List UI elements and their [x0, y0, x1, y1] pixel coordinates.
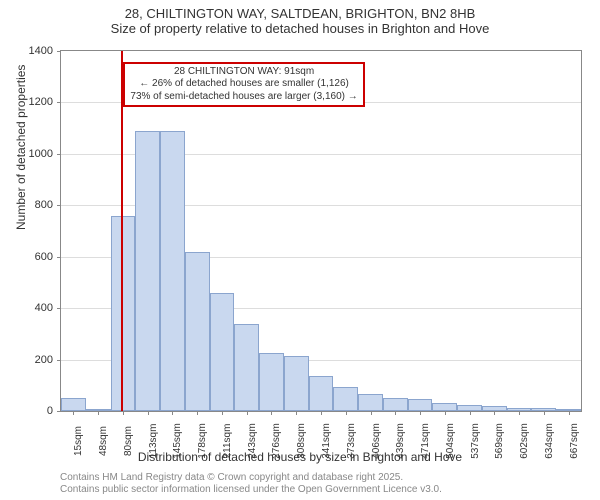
y-tick-label: 1000 — [29, 148, 53, 160]
histogram-bar — [111, 216, 136, 411]
y-tick-label: 600 — [35, 251, 53, 263]
y-tick-label: 1200 — [29, 96, 53, 108]
footer-attribution: Contains HM Land Registry data © Crown c… — [60, 472, 442, 496]
x-tick — [470, 411, 471, 415]
x-tick — [296, 411, 297, 415]
annotation-line-3: 73% of semi-detached houses are larger (… — [130, 91, 357, 104]
title-line-2: Size of property relative to detached ho… — [0, 21, 600, 36]
x-tick — [172, 411, 173, 415]
histogram-bar — [160, 131, 185, 411]
x-tick — [420, 411, 421, 415]
x-tick — [569, 411, 570, 415]
annotation-line-2: ← 26% of detached houses are smaller (1,… — [130, 78, 357, 91]
histogram-bar — [408, 399, 433, 411]
title-line-1: 28, CHILTINGTON WAY, SALTDEAN, BRIGHTON,… — [0, 6, 600, 21]
y-tick-label: 800 — [35, 199, 53, 211]
histogram-bar — [383, 398, 408, 411]
marker-annotation: 28 CHILTINGTON WAY: 91sqm ← 26% of detac… — [123, 62, 364, 108]
plot-area: 020040060080010001200140015sqm48sqm80sqm… — [60, 50, 582, 412]
histogram-bar — [234, 324, 259, 411]
x-tick — [445, 411, 446, 415]
histogram-bar — [284, 356, 309, 411]
x-tick — [346, 411, 347, 415]
histogram-bar — [210, 293, 235, 411]
footer-line-2: Contains public sector information licen… — [60, 484, 442, 496]
chart-container: 28, CHILTINGTON WAY, SALTDEAN, BRIGHTON,… — [0, 0, 600, 500]
x-tick — [371, 411, 372, 415]
y-tick — [57, 205, 61, 206]
histogram-bar — [358, 394, 383, 411]
annotation-line-1: 28 CHILTINGTON WAY: 91sqm — [130, 66, 357, 79]
y-tick — [57, 102, 61, 103]
y-tick-label: 0 — [47, 405, 53, 417]
x-tick — [395, 411, 396, 415]
histogram-bar — [333, 387, 358, 411]
x-tick — [494, 411, 495, 415]
y-tick — [57, 154, 61, 155]
histogram-bar — [432, 403, 457, 411]
footer-line-1: Contains HM Land Registry data © Crown c… — [60, 472, 442, 484]
chart-title: 28, CHILTINGTON WAY, SALTDEAN, BRIGHTON,… — [0, 0, 600, 36]
x-tick — [123, 411, 124, 415]
x-axis-label: Distribution of detached houses by size … — [0, 450, 600, 464]
x-tick — [271, 411, 272, 415]
histogram-bar — [259, 353, 284, 411]
y-tick — [57, 51, 61, 52]
x-tick — [148, 411, 149, 415]
y-tick-label: 200 — [35, 354, 53, 366]
x-tick — [247, 411, 248, 415]
x-tick — [544, 411, 545, 415]
histogram-bar — [185, 252, 210, 411]
x-tick — [222, 411, 223, 415]
x-tick — [321, 411, 322, 415]
histogram-bar — [135, 131, 160, 411]
histogram-bar — [61, 398, 86, 411]
y-tick — [57, 308, 61, 309]
y-tick-label: 1400 — [29, 45, 53, 57]
y-tick — [57, 360, 61, 361]
x-tick — [519, 411, 520, 415]
y-tick — [57, 411, 61, 412]
y-tick-label: 400 — [35, 302, 53, 314]
x-tick — [73, 411, 74, 415]
x-tick — [197, 411, 198, 415]
histogram-bar — [309, 376, 334, 411]
y-axis-label: Number of detached properties — [14, 65, 28, 230]
x-tick — [98, 411, 99, 415]
y-tick — [57, 257, 61, 258]
